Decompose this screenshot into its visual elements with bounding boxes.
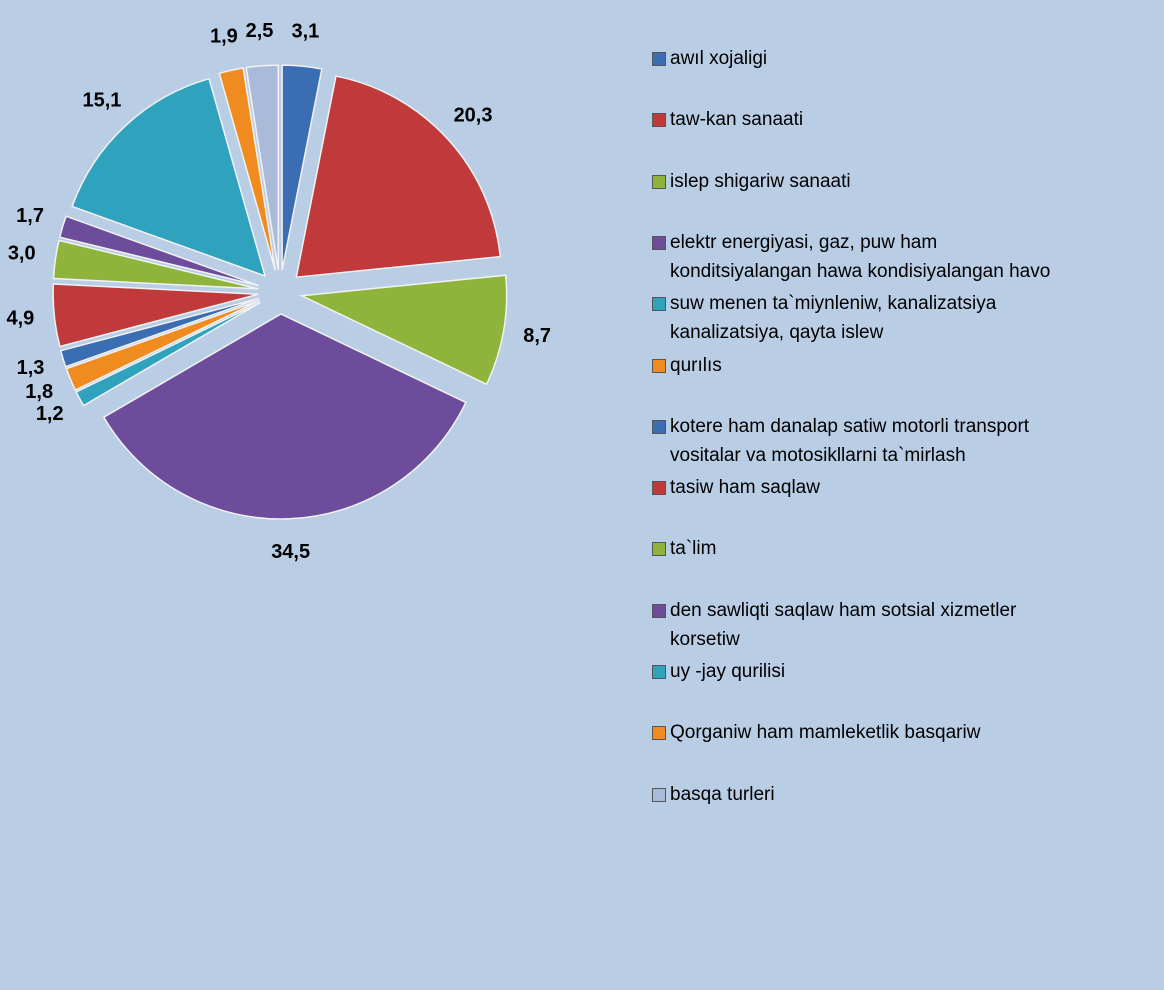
legend-swatch <box>652 174 666 189</box>
data-label: 20,3 <box>454 105 493 127</box>
pie-slice <box>75 301 261 407</box>
pie-slice <box>295 75 502 279</box>
legend-swatch <box>652 481 666 496</box>
legend-label: taw-kan sanaati <box>670 109 804 131</box>
legend-label: Qorganiw ham mamleketlik basqariw <box>670 722 981 744</box>
legend-label: islep shigariw sanaati <box>670 170 851 192</box>
legend-swatch <box>652 787 666 802</box>
pie-slice <box>52 239 259 290</box>
pie-slice <box>298 274 508 386</box>
legend-swatch <box>652 419 666 434</box>
legend-label: uy -jay qurilisi <box>670 661 786 682</box>
data-label: 8,7 <box>523 325 551 347</box>
pie-slice <box>281 64 323 271</box>
legend-label: elektr energiyasi, gaz, puw ham konditsi… <box>670 231 1051 282</box>
pie-slice <box>218 67 277 271</box>
legend-label: suw menen ta`miynleniw, kanalizatsiya ka… <box>670 293 997 344</box>
legend-item: den sawliqti saqlaw ham sotsial xizmetle… <box>652 596 1016 654</box>
data-label: 3,1 <box>291 21 319 43</box>
legend-swatch <box>652 726 666 741</box>
legend-item: Qorganiw ham mamleketlik basqariw <box>652 718 980 747</box>
data-label: 1,7 <box>16 205 44 227</box>
legend-swatch <box>652 52 666 66</box>
pie-slice <box>58 215 260 287</box>
chart: 3,1 20,3 8,7 34,5 1,21,81,3 4,9 3,0 1,7 15,1 1,9 2… <box>6 20 551 563</box>
legend-label: kotere ham danalap satiw motorli transpo… <box>670 415 1030 466</box>
pie-slice <box>65 299 261 392</box>
legend-item: uy -jay qurilisi <box>652 657 785 686</box>
data-label: 34,5 <box>271 541 310 563</box>
data-label: 1,9 <box>210 25 238 47</box>
data-label: 2,5 <box>246 20 274 42</box>
pie-slice <box>59 297 260 368</box>
legend-label: ta`lim <box>670 538 717 560</box>
legend-item: tasiw ham saqlaw <box>652 473 820 502</box>
legend-swatch <box>652 603 666 618</box>
legend-item: taw-kan sanaati <box>652 105 803 134</box>
data-label: 1,2 <box>36 403 64 425</box>
legend-swatch <box>652 235 666 250</box>
legend-item: islep shigariw sanaati <box>652 167 851 196</box>
legend-swatch <box>652 542 666 557</box>
legend-item: kotere ham danalap satiw motorli transpo… <box>652 412 1029 470</box>
legend-item: elektr energiyasi, gaz, puw ham konditsi… <box>652 228 1050 286</box>
legend-swatch <box>652 113 666 128</box>
data-label: 3,0 <box>8 243 36 265</box>
legend-label: den sawliqti saqlaw ham sotsial xizmetle… <box>670 599 1017 650</box>
legend-swatch <box>652 297 666 312</box>
legend-swatch <box>652 358 666 373</box>
pie-slice <box>52 283 259 348</box>
legend-item: ta`lim <box>652 534 716 563</box>
data-label: 1,8 <box>25 381 53 403</box>
pie-slice <box>102 313 467 520</box>
data-label: 1,3 <box>17 357 45 379</box>
legend-item: awıl xojaligi <box>652 44 767 73</box>
legend-label: tasiw ham saqlaw <box>670 477 820 499</box>
legend-item: suw menen ta`miynleniw, kanalizatsiya ka… <box>652 289 996 347</box>
data-label: 4,9 <box>6 307 34 329</box>
pie-slice <box>71 77 267 278</box>
legend-label: awıl xojaligi <box>670 48 768 69</box>
legend-item: basqa turleri <box>652 780 775 809</box>
data-label: 15,1 <box>82 89 121 111</box>
legend-swatch <box>652 665 666 679</box>
pie-slice <box>245 64 280 271</box>
legend-label: qurılıs <box>670 354 722 376</box>
legend-label: basqa turleri <box>670 783 775 805</box>
legend-item: qurılıs <box>652 351 722 380</box>
